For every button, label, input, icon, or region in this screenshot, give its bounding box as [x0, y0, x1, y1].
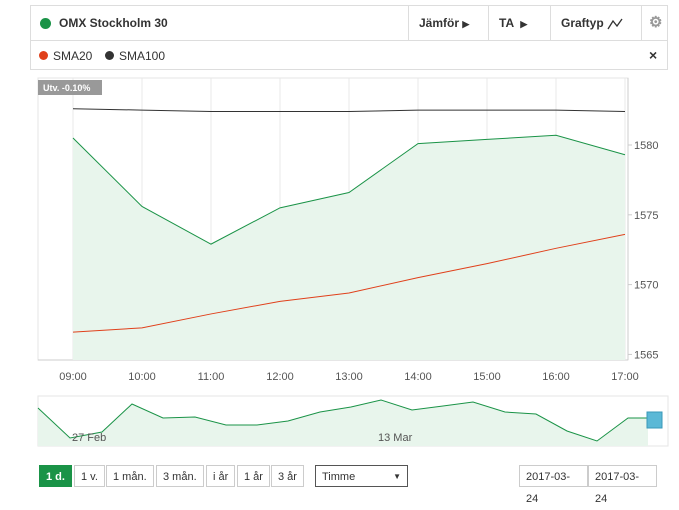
ta-button[interactable]: TA ▶ — [488, 6, 550, 40]
legend-entry[interactable]: SMA100 — [119, 49, 166, 63]
navigator-area — [38, 400, 648, 446]
date-input[interactable]: 2017-03-24 — [519, 465, 588, 505]
x-tick-label: 16:00 — [542, 371, 570, 383]
icon — [607, 18, 623, 30]
area — [73, 135, 625, 360]
x-tick-label: 17:00 — [611, 371, 639, 383]
legend: SMA20 SMA100 × — [30, 40, 668, 70]
period-button[interactable]: 1 d. — [39, 465, 72, 487]
legend-dot — [105, 51, 114, 60]
label: Jämför — [419, 16, 460, 30]
label: TA — [499, 16, 514, 30]
period-button[interactable]: i år — [206, 465, 236, 487]
line — [72, 134, 626, 245]
close-button[interactable]: × — [649, 47, 658, 63]
x-tick-label: 13:00 — [335, 371, 363, 383]
line — [72, 108, 626, 113]
y-tick-label: 1580 — [634, 140, 658, 152]
x-tick-label: 10:00 — [128, 371, 156, 383]
period-button[interactable]: 3 mån. — [156, 465, 204, 487]
line — [72, 233, 626, 333]
period-button[interactable]: 1 v. — [74, 465, 105, 487]
annotation-badge — [38, 80, 102, 95]
interval-select[interactable]: Timme ▼ — [315, 465, 408, 487]
legend-dot — [39, 51, 48, 60]
x-tick-label: 11:00 — [198, 371, 225, 383]
y-tick-label: 1570 — [634, 280, 658, 292]
navigator-label: 13 Mar — [378, 432, 413, 444]
charttype-button[interactable]: Graftyp — [550, 6, 641, 40]
settings-button[interactable]: ⚙ — [641, 6, 669, 40]
y-tick-label: 1575 — [634, 210, 658, 222]
chart: 27 Feb 13 Mar Utv. -0.10% 09:00 10:00 11:0… — [37, 77, 669, 447]
x-tick-label: 09:00 — [59, 371, 87, 383]
period-button[interactable]: 3 år — [271, 465, 304, 487]
legend-entry[interactable]: SMA20 — [53, 49, 93, 63]
annotation: Utv. -0.10% — [43, 83, 90, 93]
date-input[interactable]: 2017-03-24 — [588, 465, 657, 505]
navigator-line — [37, 399, 648, 442]
navigator-handle[interactable] — [646, 411, 663, 429]
x-tick-label: 12:00 — [266, 371, 294, 383]
label: Graftyp — [561, 16, 604, 30]
x-tick-label: 15:00 — [473, 371, 501, 383]
compare-button[interactable]: Jämför ▶ — [408, 6, 488, 40]
period-button[interactable]: 1 mån. — [106, 465, 154, 487]
label: Timme — [322, 471, 356, 483]
navigator-label: 27 Feb — [72, 432, 106, 444]
series-dot — [40, 18, 51, 29]
x-tick-label: 14:00 — [404, 371, 432, 383]
y-tick-label: 1565 — [634, 349, 658, 361]
period-button[interactable]: 1 år — [237, 465, 270, 487]
header: OMX Stockholm 30 Jämför ▶ TA ▶ Graftyp ⚙ — [30, 5, 668, 40]
series-name: OMX Stockholm 30 — [59, 16, 168, 30]
